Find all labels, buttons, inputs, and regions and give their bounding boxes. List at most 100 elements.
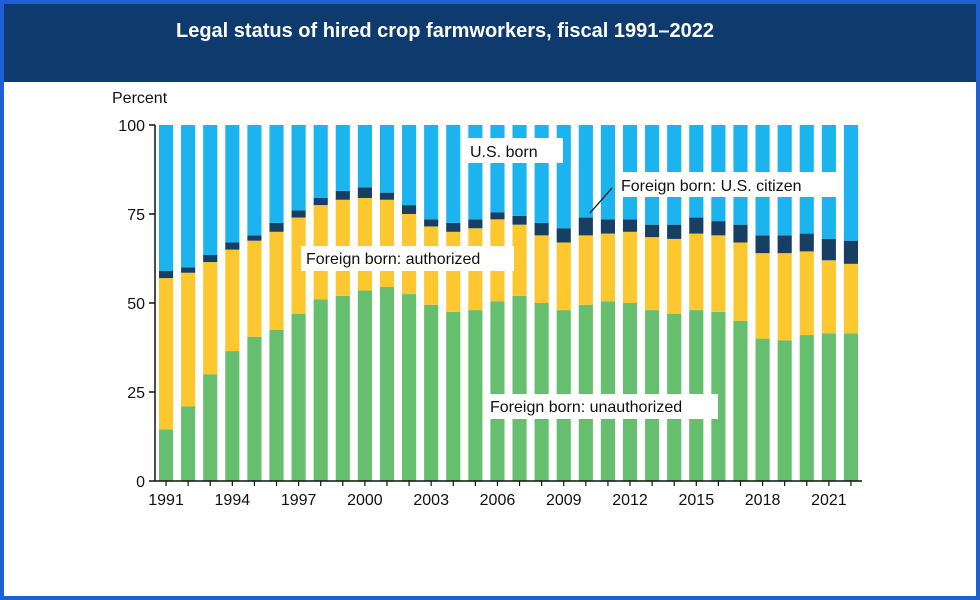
axes-group: 0 25 50 75 100 1991 1994 1997 2000 2003 2006 2009 20… [118, 118, 862, 509]
bar-citizen-2007 [512, 215, 527, 225]
bar-authorized-1997 [291, 217, 306, 314]
title-bar: Legal status of hired crop farmworkers, … [4, 4, 976, 82]
x-tick-label-2000: 2000 [347, 492, 383, 509]
bar-citizen-2019 [777, 235, 792, 254]
bar-unauthorized-2001 [379, 286, 395, 481]
bar-unauthorized-2005 [468, 310, 483, 481]
bar-citizen-2014 [667, 224, 682, 239]
bar-unauthorized-2022 [843, 333, 859, 481]
bar-citizen-2021 [821, 238, 836, 261]
bar-authorized-2012 [622, 231, 638, 303]
citizen-label-bg [616, 172, 838, 197]
bar-authorized-1996 [269, 231, 284, 330]
bar-us-born-1998 [313, 125, 328, 198]
us-born-label: U.S. born [470, 144, 538, 161]
citizen-label: Foreign born: U.S. citizen [621, 178, 802, 195]
bar-citizen-2012 [622, 219, 638, 232]
bar-unauthorized-1998 [313, 299, 328, 481]
x-tick-label-2015: 2015 [679, 492, 715, 509]
bar-citizen-2008 [534, 222, 549, 236]
y-tick-label-100: 100 [118, 118, 145, 135]
bar-authorized-1991 [158, 278, 174, 430]
y-axis-label: Percent [112, 90, 168, 107]
bar-us-born-2000 [357, 125, 372, 188]
bar-unauthorized-1991 [158, 429, 174, 481]
x-tick-label-1994: 1994 [215, 492, 251, 509]
bar-authorized-2017 [733, 242, 748, 321]
bar-authorized-1993 [203, 262, 218, 375]
authorized-label: Foreign born: authorized [306, 251, 480, 268]
bar-citizen-2001 [379, 192, 395, 200]
x-tick-label-2021: 2021 [811, 492, 847, 509]
bar-authorized-1994 [225, 249, 240, 352]
bar-authorized-2007 [512, 224, 527, 296]
bar-citizen-2011 [600, 219, 615, 234]
bar-us-born-1993 [203, 125, 218, 255]
bar-unauthorized-2019 [777, 340, 792, 481]
annotations-group: U.S. born Foreign born: U.S. citizen For… [301, 138, 838, 419]
bar-authorized-2022 [843, 263, 859, 334]
x-tick-label-1997: 1997 [281, 492, 317, 509]
bar-authorized-1992 [181, 272, 196, 407]
bar-us-born-1996 [269, 125, 284, 223]
bar-citizen-2020 [799, 233, 814, 252]
bar-citizen-2022 [843, 240, 859, 264]
bar-unauthorized-1997 [291, 313, 306, 481]
bar-authorized-2020 [799, 251, 814, 336]
bar-unauthorized-2021 [821, 333, 836, 481]
bar-authorized-2014 [667, 238, 682, 314]
bar-us-born-1992 [181, 125, 196, 268]
bar-citizen-1997 [291, 210, 306, 218]
authorized-label-bg [301, 246, 514, 271]
bar-us-born-2015 [689, 125, 704, 218]
bar-us-born-2002 [402, 125, 417, 206]
bar-unauthorized-2002 [402, 294, 417, 481]
bar-citizen-2015 [689, 217, 704, 234]
x-tick-label-2018: 2018 [745, 492, 781, 509]
bar-unauthorized-2018 [755, 338, 770, 481]
bar-unauthorized-2020 [799, 335, 814, 481]
bar-unauthorized-1996 [269, 329, 284, 481]
bar-citizen-2016 [711, 221, 726, 236]
chart-title: Legal status of hired crop farmworkers, … [176, 20, 715, 42]
bar-us-born-2003 [424, 125, 439, 220]
y-tick-label-0: 0 [136, 474, 145, 491]
bar-us-born-2010 [578, 125, 593, 218]
bar-unauthorized-2000 [357, 290, 372, 481]
bar-citizen-1994 [225, 242, 240, 250]
bar-authorized-2016 [711, 235, 726, 312]
bar-us-born-2004 [446, 125, 461, 223]
bar-citizen-2018 [755, 235, 770, 254]
bar-citizen-2002 [402, 205, 417, 214]
bar-citizen-1992 [181, 267, 196, 273]
unauthorized-label: Foreign born: unauthorized [490, 399, 682, 416]
bar-authorized-2013 [645, 237, 660, 311]
bar-us-born-1994 [225, 125, 240, 243]
bar-authorized-2001 [379, 199, 395, 287]
bar-citizen-1996 [269, 222, 284, 232]
bar-authorized-2010 [578, 235, 593, 305]
bar-us-born-2011 [600, 125, 615, 220]
bar-citizen-2003 [424, 219, 439, 227]
bar-citizen-2004 [446, 222, 461, 232]
bar-authorized-2018 [755, 253, 770, 339]
bar-authorized-1995 [247, 240, 262, 337]
bar-unauthorized-2012 [622, 303, 638, 481]
us-born-label-bg [465, 138, 563, 163]
bar-authorized-2021 [821, 260, 836, 334]
bar-citizen-2005 [468, 219, 483, 229]
bar-us-born-2022 [843, 125, 859, 241]
citizen-leader-line [589, 187, 613, 214]
bar-us-born-1999 [335, 125, 350, 191]
bars-group [158, 125, 859, 481]
bar-unauthorized-2016 [711, 311, 726, 481]
bar-citizen-2010 [578, 217, 593, 236]
unauthorized-label-bg [485, 394, 718, 419]
bar-citizen-2009 [556, 228, 571, 243]
bar-us-born-2001 [379, 125, 395, 193]
bar-us-born-1995 [247, 125, 262, 236]
bar-authorized-2004 [446, 231, 461, 312]
bar-unauthorized-2007 [512, 295, 527, 481]
x-tick-label-1991: 1991 [148, 492, 184, 509]
bar-citizen-2013 [645, 224, 660, 238]
